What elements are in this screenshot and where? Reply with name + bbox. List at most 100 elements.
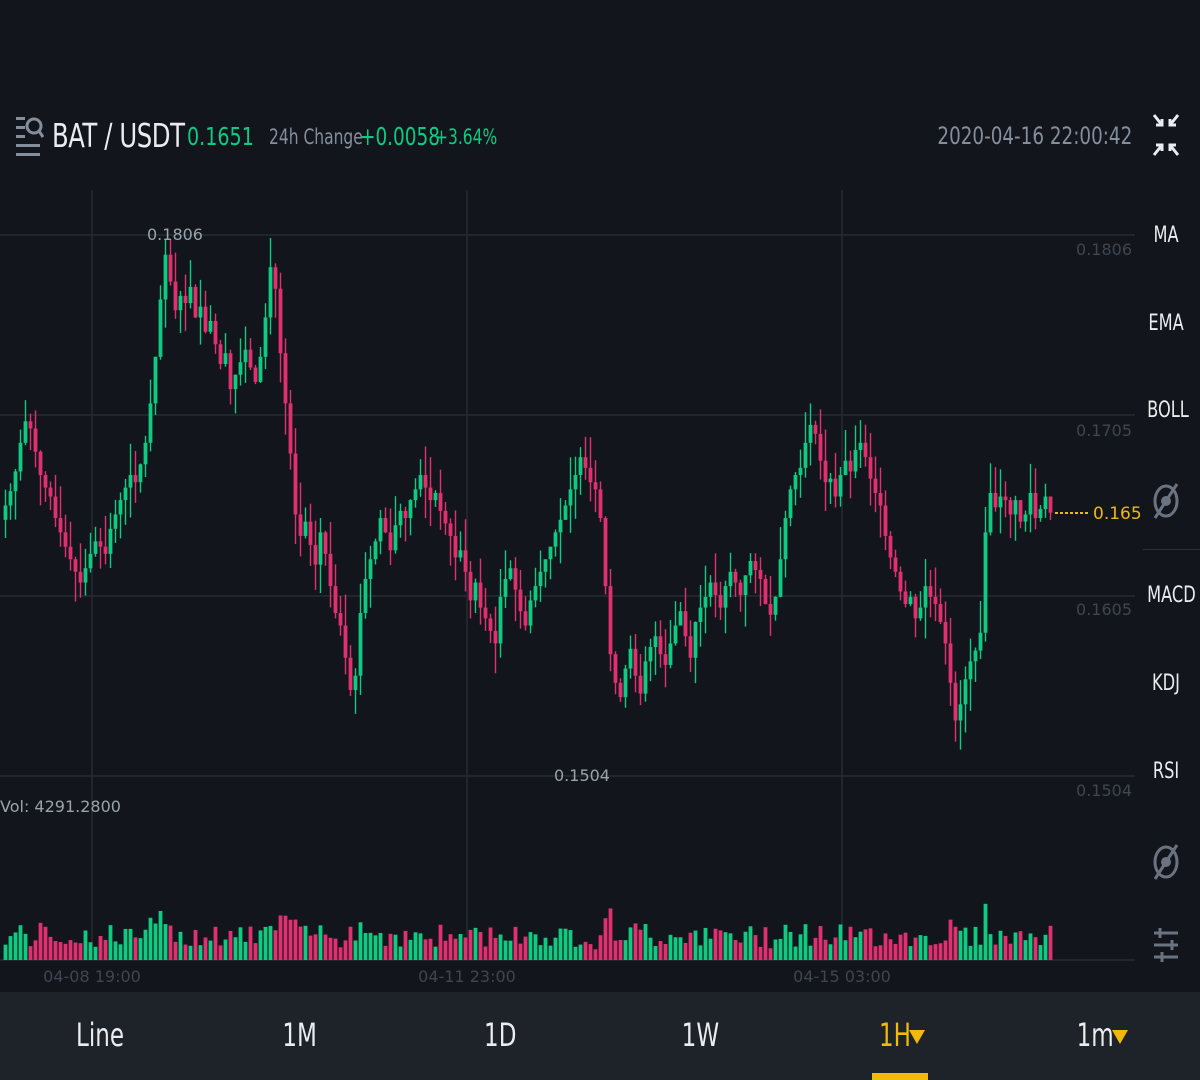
volume-bar (583, 941, 588, 960)
candle-body (878, 492, 883, 506)
tab-1d[interactable]: 1D (483, 1016, 517, 1054)
indicator-rsi[interactable]: RSI (1152, 759, 1180, 784)
candle-body (458, 550, 463, 558)
volume-bar (58, 942, 63, 960)
candle-body (338, 612, 343, 626)
candle-body (443, 510, 448, 524)
candle-body (658, 636, 663, 655)
volume-bar (413, 932, 418, 960)
volume-bar (43, 926, 48, 960)
volume-bar (373, 935, 378, 960)
tab-1w[interactable]: 1W (681, 1016, 719, 1054)
volume-bar (328, 937, 333, 960)
candle-body (418, 475, 423, 490)
volume-bar (438, 924, 443, 960)
candle-body (68, 546, 73, 560)
volume-bar (398, 946, 403, 960)
volume-bar (158, 911, 163, 960)
tab-1h[interactable]: 1H (840, 1016, 960, 1054)
volume-bar (248, 926, 253, 960)
candle-body (948, 643, 953, 683)
volume-bar (933, 944, 938, 960)
volume-bar (848, 926, 853, 960)
volume-bar (593, 949, 598, 960)
indicator-ma[interactable]: MA (1153, 223, 1179, 248)
volume-bar (13, 932, 18, 960)
volume-bar (573, 946, 578, 960)
candle-body (318, 532, 323, 565)
candle-body (593, 482, 598, 490)
candle-body (383, 518, 388, 533)
tab-1m-minute[interactable]: 1m (1040, 1016, 1160, 1054)
volume-bar (128, 928, 133, 960)
volume-bar (788, 931, 793, 960)
change-absolute: +0.0058 (360, 122, 440, 151)
y-axis-label: 0.1705 (1076, 421, 1132, 440)
candle-body (648, 647, 653, 662)
candle-body (548, 546, 553, 560)
eye-off-icon[interactable] (1148, 479, 1184, 523)
volume-bar (688, 932, 693, 960)
indicator-boll[interactable]: BOLL (1147, 398, 1189, 423)
volume-bar (408, 939, 413, 960)
candle-body (868, 457, 873, 479)
volume-bar (173, 941, 178, 960)
candle-body (968, 661, 973, 680)
fullscreen-exit-icon[interactable] (1148, 110, 1184, 160)
candle-body (673, 625, 678, 644)
volume-bar (903, 932, 908, 960)
volume-bar (478, 932, 483, 960)
candlestick-chart[interactable]: 0.1806 0.1705 0.1605 0.1504 04-08 19:00 04-1… (0, 190, 1140, 990)
candle-body (933, 596, 938, 605)
candle-body (578, 457, 583, 476)
candle-body (28, 421, 33, 429)
candle-body (53, 496, 58, 519)
candle-body (973, 650, 978, 662)
volume-bar (243, 941, 248, 960)
candle-body (518, 589, 523, 612)
candle-body (163, 254, 168, 300)
volume-bar (18, 925, 23, 960)
candle-body (478, 582, 483, 608)
candle-body (73, 559, 78, 572)
volume-bar (293, 919, 298, 960)
volume-bar (123, 928, 128, 960)
volume-bar (503, 940, 508, 960)
candle-body (718, 595, 723, 608)
volume-bar (598, 935, 603, 960)
candle-body (853, 449, 858, 472)
eye-off-icon[interactable] (1148, 840, 1184, 884)
volume-bar (853, 937, 858, 960)
volume-bar (648, 937, 653, 960)
candle-body (748, 561, 753, 576)
volume-bar (283, 915, 288, 960)
candle-body (738, 582, 743, 596)
tab-1m-month[interactable]: 1M (282, 1016, 318, 1054)
candle-body (228, 353, 233, 390)
volume-bar (488, 927, 493, 960)
candle-body (393, 525, 398, 551)
candle-body (78, 571, 83, 583)
volume-bar (843, 940, 848, 960)
candle-body (998, 496, 1003, 508)
volume-bar (133, 937, 138, 960)
indicator-kdj[interactable]: KDJ (1152, 671, 1180, 696)
indicator-macd[interactable]: MACD (1147, 583, 1196, 608)
candle-body (783, 518, 788, 560)
candle-body (538, 571, 543, 587)
search-list-icon[interactable] (14, 110, 44, 160)
volume-bar (743, 931, 748, 960)
candle-body (563, 505, 568, 520)
volume-bar (1008, 943, 1013, 960)
candle-body (298, 514, 303, 536)
volume-bar (548, 945, 553, 960)
indicator-ema[interactable]: EMA (1148, 311, 1184, 336)
settings-sliders-icon[interactable] (1148, 923, 1184, 967)
candle-body (833, 478, 838, 497)
tab-line[interactable]: Line (76, 1016, 124, 1054)
volume-bar (523, 936, 528, 960)
volume-bar (268, 925, 273, 960)
volume-bar (898, 934, 903, 960)
pair-name[interactable]: BAT / USDT (52, 116, 185, 155)
volume-bar (533, 934, 538, 960)
